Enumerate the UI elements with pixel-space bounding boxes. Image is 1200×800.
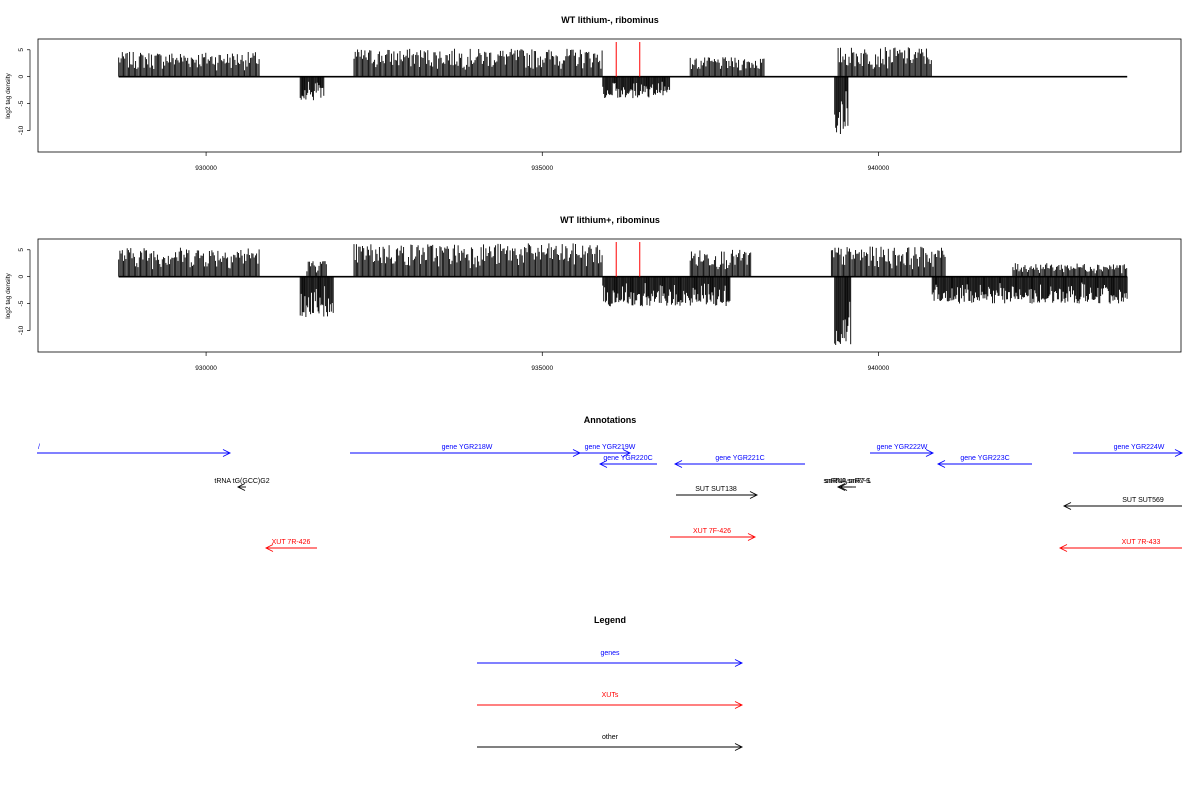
annotation-label: gene YGR224W (1114, 444, 1165, 451)
y-tick-label: 5 (18, 48, 25, 52)
x-tick-label: 935000 (531, 165, 553, 172)
y-tick-label: 0 (18, 274, 25, 278)
y-tick-label: 0 (18, 74, 25, 78)
annotation-label: snRNA snR7-S (823, 478, 870, 485)
density-panel-lithium-minus: WT lithium-, ribominus log2 tag density … (5, 15, 1182, 172)
annotation-label: tRNA tG(GCC)G2 (214, 478, 269, 485)
annotation-arrow (670, 533, 757, 541)
plot-frame (37, 38, 1182, 153)
y-axis-label: log2 tag density (5, 272, 12, 318)
x-tick-label: 940000 (868, 165, 890, 172)
annotation-arrow (676, 491, 759, 499)
annotation-arrow (580, 449, 632, 457)
y-tick-label: -10 (18, 125, 25, 135)
annotation-arrow (838, 483, 856, 491)
annotation-arrow (870, 449, 935, 457)
annotation-arrow (673, 460, 805, 468)
annotation-label: XUT 7R-433 (1122, 539, 1161, 546)
y-tick-label: 5 (18, 248, 25, 252)
panel-title: WT lithium-, ribominus (561, 15, 659, 25)
y-tick-label: -5 (18, 100, 25, 106)
panel-title: WT lithium+, ribominus (560, 215, 660, 225)
y-axis-label: log2 tag density (5, 72, 12, 118)
annotation-label: gene YGR221C (715, 455, 764, 462)
annotation-label: XUT 7F-426 (693, 528, 731, 535)
annotation-label: gene YGR218W (442, 444, 493, 451)
annotation-label: gene YGR223C (960, 455, 1009, 462)
annotations-track: Annotations / gene YGR218W gene YGR219W gen… (37, 415, 1184, 552)
annotation-arrow (1073, 449, 1184, 457)
annotation-arrow (1058, 544, 1182, 552)
annotation-arrow (1062, 502, 1182, 510)
plot-frame (37, 238, 1182, 353)
density-panel-lithium-plus: WT lithium+, ribominus log2 tag density … (5, 215, 1182, 372)
legend-arrow (477, 701, 744, 709)
annotation-label: gene YGR219W (585, 444, 636, 451)
legend-label: other (602, 734, 619, 741)
annotation-label: XUT 7R-426 (272, 539, 311, 546)
annotation-arrow (236, 483, 246, 491)
annotation-arrow (598, 460, 657, 468)
y-tick-label: -5 (18, 300, 25, 306)
annotation-arrow (264, 544, 317, 552)
legend-label: genes (600, 650, 620, 657)
annotation-label: SUT SUT569 (1122, 497, 1164, 504)
annotation-label: gene YGR222W (877, 444, 928, 451)
annotation-label: / (38, 444, 40, 451)
legend-title: Legend (594, 615, 626, 625)
legend-arrow (477, 743, 744, 751)
annotation-label: SUT SUT138 (695, 486, 737, 493)
legend-label: XUTs (602, 692, 619, 699)
annotation-label: snRNA snR7-L (825, 478, 871, 485)
legend: Legend genes XUTs other (477, 615, 744, 751)
y-tick-label: -10 (18, 325, 25, 335)
legend-arrow (477, 659, 744, 667)
annotations-title: Annotations (584, 415, 637, 425)
annotation-label: gene YGR220C (603, 455, 652, 462)
annotation-arrow (936, 460, 1032, 468)
x-tick-label: 930000 (195, 165, 217, 172)
annotation-arrow (37, 449, 232, 457)
x-tick-label: 930000 (195, 365, 217, 372)
x-tick-label: 935000 (531, 365, 553, 372)
x-tick-label: 940000 (868, 365, 890, 372)
